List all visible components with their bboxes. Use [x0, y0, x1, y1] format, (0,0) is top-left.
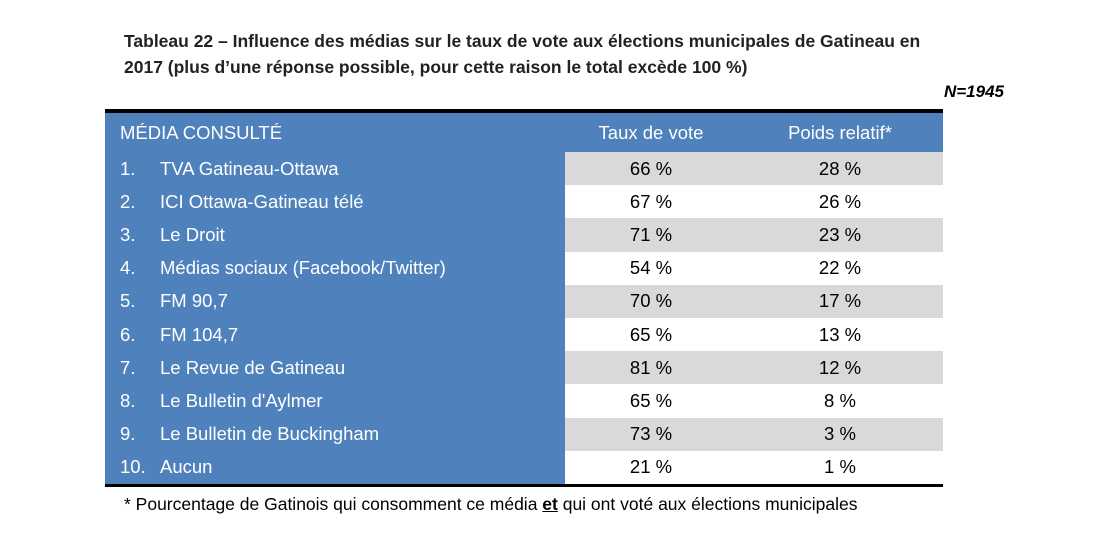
row-number: 5.: [120, 290, 136, 312]
row-number: 7.: [120, 356, 136, 378]
sample-size-label: N=1945: [943, 82, 1004, 101]
media-table: MÉDIA CONSULTÉ Taux de vote Poids relati…: [105, 109, 943, 487]
row-number: 2.: [120, 190, 136, 212]
media-cell: 1. TVA Gatineau-Ottawa: [105, 152, 565, 186]
taux-cell: 54 %: [565, 251, 737, 285]
taux-cell: 66 %: [565, 152, 737, 186]
taux-cell: 65 %: [565, 317, 737, 352]
poids-cell: 28 %: [737, 152, 943, 186]
taux-cell: 67 %: [565, 185, 737, 219]
poids-cell: 13 %: [737, 317, 943, 352]
row-number: 10.: [120, 456, 146, 478]
poids-cell: 22 %: [737, 251, 943, 285]
media-name: Le Droit: [160, 223, 225, 245]
row-number: 9.: [120, 423, 136, 445]
row-number: 6.: [120, 323, 136, 345]
media-name: Aucun: [160, 456, 213, 478]
media-name: Le Bulletin d'Aylmer: [160, 389, 323, 411]
media-name: Le Revue de Gatineau: [160, 356, 346, 378]
caption-line-1: Tableau 22 – Influence des médias sur le…: [124, 31, 921, 51]
media-cell: 9. Le Bulletin de Buckingham: [105, 417, 565, 451]
row-number: 8.: [120, 389, 136, 411]
media-name: Médias sociaux (Facebook/Twitter): [160, 257, 446, 279]
media-name: TVA Gatineau-Ottawa: [160, 157, 339, 179]
taux-cell: 21 %: [565, 450, 737, 484]
table-row: 7. Le Revue de Gatineau 81 % 12 %: [105, 351, 943, 385]
header-media: MÉDIA CONSULTÉ: [120, 121, 283, 143]
table-caption: Tableau 22 – Influence des médias sur le…: [124, 28, 1024, 80]
footnote-text-before: * Pourcentage de Gatinois qui consomment…: [124, 494, 543, 514]
table-row: 9. Le Bulletin de Buckingham 73 % 3 %: [105, 417, 943, 451]
taux-cell: 70 %: [565, 284, 737, 318]
table-top-rule: [105, 109, 943, 113]
table-row: 1. TVA Gatineau-Ottawa 66 % 28 %: [105, 152, 943, 186]
table-footnote: * Pourcentage de Gatinois qui consomment…: [124, 494, 857, 515]
taux-cell: 73 %: [565, 417, 737, 451]
media-cell: 7. Le Revue de Gatineau: [105, 351, 565, 385]
table-row: 2. ICI Ottawa-Gatineau télé 67 % 26 %: [105, 185, 943, 219]
taux-cell: 71 %: [565, 218, 737, 252]
table-bottom-rule: [105, 483, 943, 487]
footnote-text-after: qui ont voté aux élections municipales: [557, 494, 858, 514]
poids-cell: 12 %: [737, 351, 943, 385]
poids-cell: 26 %: [737, 185, 943, 219]
media-name: ICI Ottawa-Gatineau télé: [160, 190, 364, 212]
media-cell: 3. Le Droit: [105, 218, 565, 252]
media-name: Le Bulletin de Buckingham: [160, 423, 380, 445]
media-name: FM 104,7: [160, 323, 239, 345]
caption-line-2: 2017 (plus d’une réponse possible, pour …: [124, 57, 748, 77]
table-row: 4. Médias sociaux (Facebook/Twitter) 54 %…: [105, 251, 943, 285]
media-cell: 10. Aucun: [105, 450, 565, 484]
row-number: 3.: [120, 223, 136, 245]
media-cell: 6. FM 104,7: [105, 317, 565, 352]
media-cell: 8. Le Bulletin d'Aylmer: [105, 384, 565, 418]
taux-cell: 81 %: [565, 351, 737, 385]
poids-cell: 3 %: [737, 417, 943, 451]
row-number: 4.: [120, 257, 136, 279]
header-taux-de-vote: Taux de vote: [598, 121, 704, 143]
table-row: 6. FM 104,7 65 % 13 %: [105, 317, 943, 352]
table-row: 3. Le Droit 71 % 23 %: [105, 218, 943, 252]
table-row: 8. Le Bulletin d'Aylmer 65 % 8 %: [105, 384, 943, 418]
table-header-row: MÉDIA CONSULTÉ Taux de vote Poids relati…: [105, 113, 943, 152]
poids-cell: 23 %: [737, 218, 943, 252]
header-poids-relatif: Poids relatif*: [788, 121, 892, 143]
table-row: 10. Aucun 21 % 1 %: [105, 450, 943, 484]
media-cell: 5. FM 90,7: [105, 284, 565, 318]
media-name: FM 90,7: [160, 290, 228, 312]
poids-cell: 8 %: [737, 384, 943, 418]
footnote-emphasis: et: [542, 494, 558, 514]
media-cell: 2. ICI Ottawa-Gatineau télé: [105, 185, 565, 219]
media-cell: 4. Médias sociaux (Facebook/Twitter): [105, 251, 565, 285]
row-number: 1.: [120, 157, 136, 179]
poids-cell: 1 %: [737, 450, 943, 484]
table-row: 5. FM 90,7 70 % 17 %: [105, 284, 943, 318]
taux-cell: 65 %: [565, 384, 737, 418]
poids-cell: 17 %: [737, 284, 943, 318]
